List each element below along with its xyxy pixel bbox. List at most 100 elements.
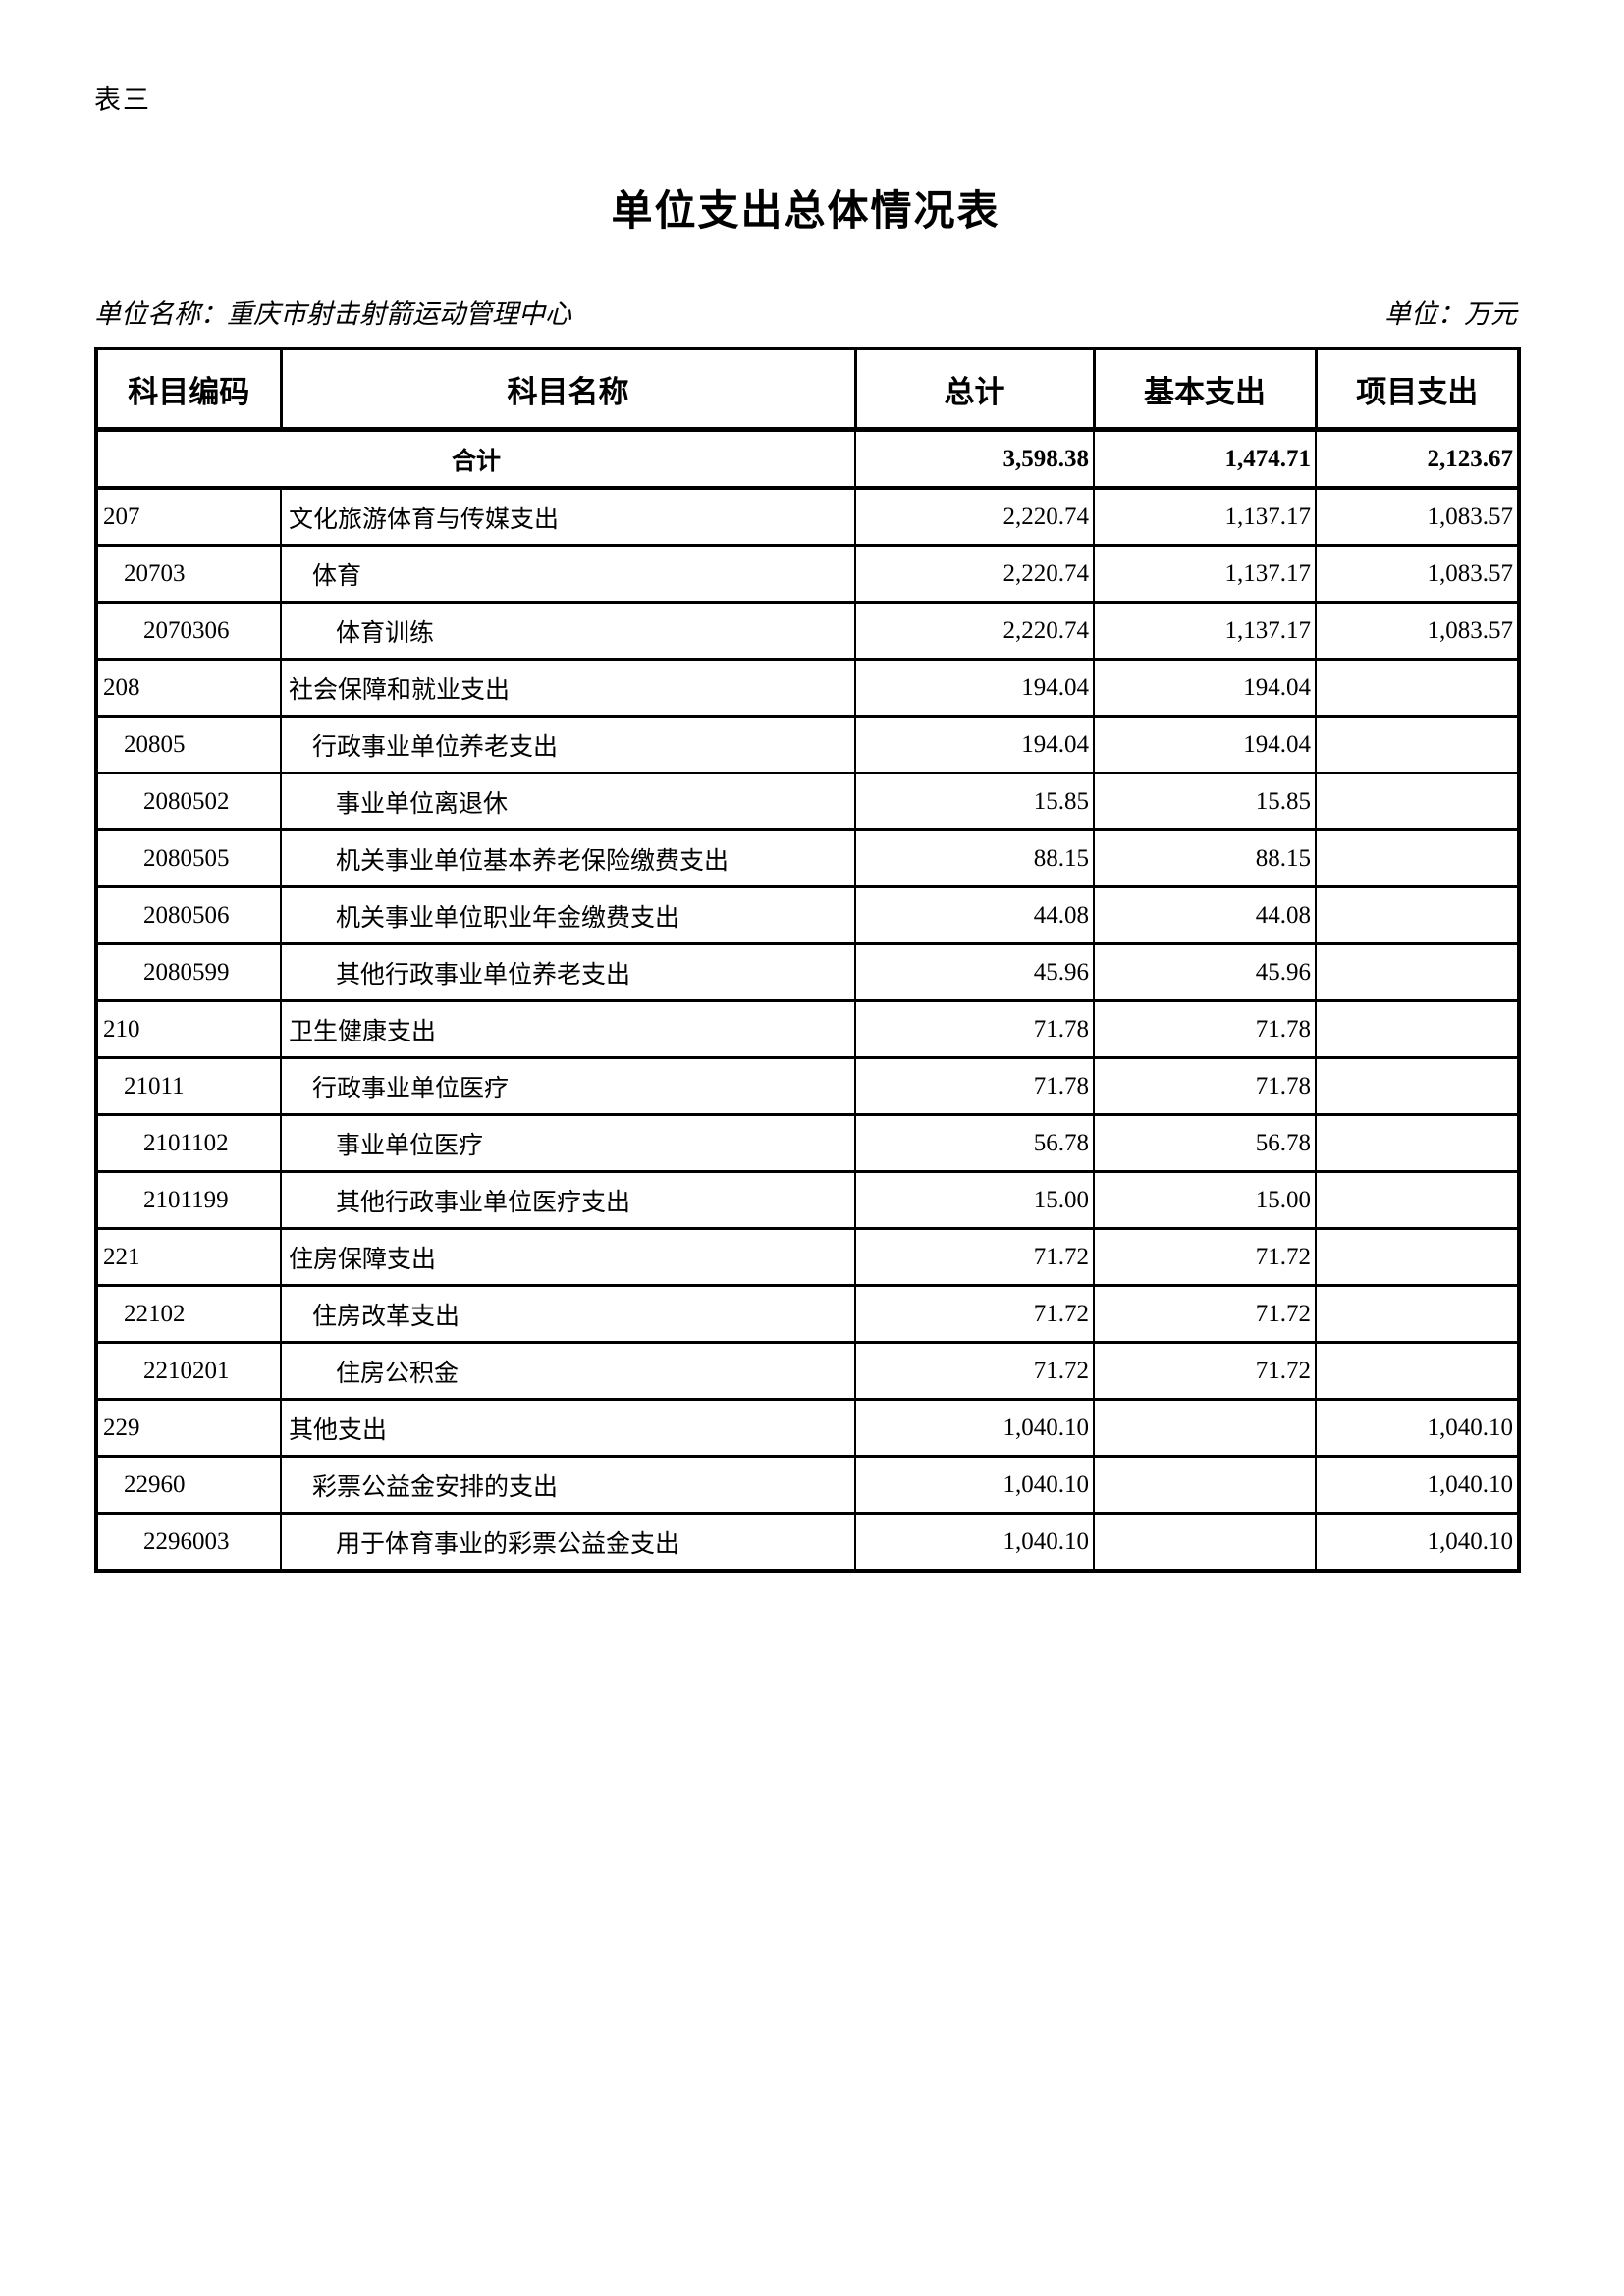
row-basic: 1,137.17 [1093,544,1317,604]
row-project [1315,658,1520,718]
row-code: 2080506 [95,885,282,945]
table-row: 2210201 住房公积金 71.72 71.72 [95,1341,1520,1401]
row-code: 2296003 [95,1512,282,1573]
row-basic: 56.78 [1093,1113,1317,1173]
row-code: 21011 [95,1056,282,1116]
row-project [1315,1170,1520,1230]
header-subject-name: 科目名称 [279,347,857,432]
table-label: 表三 [94,85,151,115]
row-basic [1093,1398,1317,1458]
row-code: 22102 [95,1284,282,1344]
row-name: 住房保障支出 [280,1227,856,1287]
row-project [1315,999,1520,1059]
table-row: 207 文化旅游体育与传媒支出 2,220.74 1,137.17 1,083.57 [95,486,1520,547]
row-project [1315,828,1520,888]
row-project [1315,1341,1520,1401]
row-total: 88.15 [854,828,1095,888]
row-total: 44.08 [854,885,1095,945]
row-basic [1093,1455,1317,1515]
row-project: 1,083.57 [1315,486,1520,547]
row-total: 194.04 [854,658,1095,718]
row-name: 体育训练 [280,601,856,661]
row-name: 其他行政事业单位养老支出 [280,942,856,1002]
row-total: 2,220.74 [854,544,1095,604]
row-code: 2070306 [95,601,282,661]
row-name: 机关事业单位职业年金缴费支出 [280,885,856,945]
row-name: 行政事业单位医疗 [280,1056,856,1116]
row-project [1315,942,1520,1002]
unit-name-label: 单位名称：重庆市射击射箭运动管理中心 [94,299,571,329]
page-title: 单位支出总体情况表 [611,189,1001,235]
table-row: 2080506 机关事业单位职业年金缴费支出 44.08 44.08 [95,885,1520,945]
row-name: 其他支出 [280,1398,856,1458]
table-row: 210 卫生健康支出 71.78 71.78 [95,999,1520,1059]
row-name: 机关事业单位基本养老保险缴费支出 [280,828,856,888]
row-basic: 15.00 [1093,1170,1317,1230]
table-row: 2080502 事业单位离退休 15.85 15.85 [95,772,1520,831]
row-total: 71.78 [854,999,1095,1059]
row-project [1315,715,1520,774]
row-code: 210 [95,999,282,1059]
table-row: 2070306 体育训练 2,220.74 1,137.17 1,083.57 [95,601,1520,661]
row-basic: 45.96 [1093,942,1317,1002]
row-name: 行政事业单位养老支出 [280,715,856,774]
row-basic: 71.78 [1093,999,1317,1059]
row-name: 社会保障和就业支出 [280,658,856,718]
row-total: 56.78 [854,1113,1095,1173]
header-project-expenditure: 项目支出 [1314,347,1521,432]
row-code: 20703 [95,544,282,604]
row-name: 体育 [280,544,856,604]
row-basic: 71.78 [1093,1056,1317,1116]
row-project [1315,1227,1520,1287]
row-project [1315,1056,1520,1116]
table-row: 21011 行政事业单位医疗 71.78 71.78 [95,1056,1520,1116]
row-total: 1,040.10 [854,1512,1095,1573]
row-basic: 71.72 [1093,1341,1317,1401]
header-subject-code: 科目编码 [94,347,283,432]
row-total: 1,040.10 [854,1455,1095,1515]
row-name: 事业单位离退休 [280,772,856,831]
row-code: 2101199 [95,1170,282,1230]
total-row-project: 2,123.67 [1315,428,1520,490]
header-total: 总计 [853,347,1096,432]
row-basic: 88.15 [1093,828,1317,888]
row-basic: 44.08 [1093,885,1317,945]
row-project: 1,083.57 [1315,601,1520,661]
row-project: 1,083.57 [1315,544,1520,604]
row-project: 1,040.10 [1315,1398,1520,1458]
row-code: 229 [95,1398,282,1458]
total-row-total: 3,598.38 [854,428,1095,490]
row-total: 71.72 [854,1227,1095,1287]
row-project: 1,040.10 [1315,1512,1520,1573]
table-row: 20703 体育 2,220.74 1,137.17 1,083.57 [95,544,1520,604]
expenditure-table: 科目编码 科目名称 总计 基本支出 项目支出 合计 3,598.38 1,474… [94,347,1521,1573]
total-row: 合计 3,598.38 1,474.71 2,123.67 [95,428,1520,490]
row-basic: 194.04 [1093,658,1317,718]
row-total: 71.72 [854,1284,1095,1344]
table-row: 2101199 其他行政事业单位医疗支出 15.00 15.00 [95,1170,1520,1230]
row-project: 1,040.10 [1315,1455,1520,1515]
row-name: 其他行政事业单位医疗支出 [280,1170,856,1230]
table-row: 20805 行政事业单位养老支出 194.04 194.04 [95,715,1520,774]
row-name: 彩票公益金安排的支出 [280,1455,856,1515]
row-basic: 71.72 [1093,1284,1317,1344]
row-code: 2210201 [95,1341,282,1401]
table-row: 22960 彩票公益金安排的支出 1,040.10 1,040.10 [95,1455,1520,1515]
row-name: 事业单位医疗 [280,1113,856,1173]
row-total: 2,220.74 [854,601,1095,661]
row-code: 2080505 [95,828,282,888]
row-code: 208 [95,658,282,718]
total-row-basic: 1,474.71 [1093,428,1317,490]
table-row: 2080505 机关事业单位基本养老保险缴费支出 88.15 88.15 [95,828,1520,888]
row-name: 住房公积金 [280,1341,856,1401]
row-code: 207 [95,486,282,547]
row-project [1315,885,1520,945]
row-name: 文化旅游体育与传媒支出 [280,486,856,547]
table-row: 229 其他支出 1,040.10 1,040.10 [95,1398,1520,1458]
row-project [1315,1113,1520,1173]
row-total: 71.78 [854,1056,1095,1116]
row-project [1315,772,1520,831]
row-total: 71.72 [854,1341,1095,1401]
row-code: 2080599 [95,942,282,1002]
